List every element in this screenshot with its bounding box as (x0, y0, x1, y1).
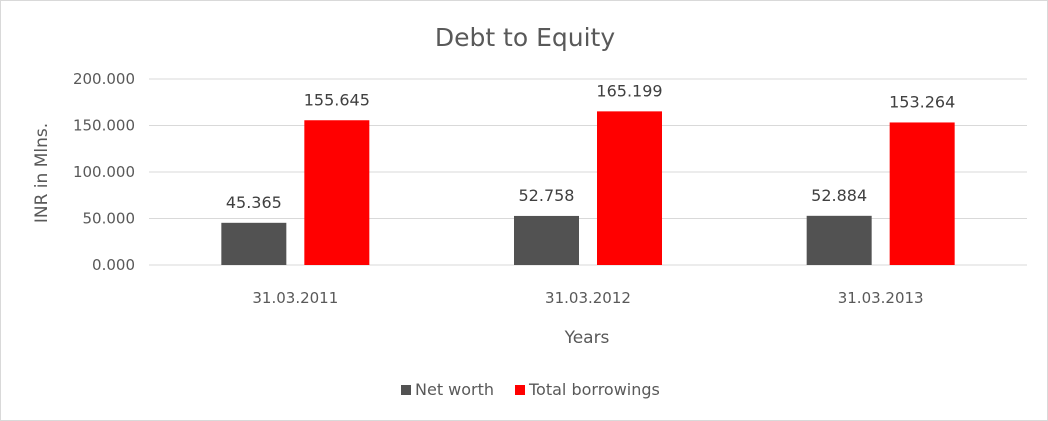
x-axis-title: Years (564, 328, 610, 348)
data-label: 45.365 (226, 193, 282, 212)
bar-total-borrowings (597, 111, 662, 265)
y-tick-label: 100.000 (73, 163, 135, 181)
y-tick-label: 150.000 (73, 117, 135, 135)
bar-net-worth (221, 222, 287, 265)
data-label: 52.758 (519, 186, 575, 205)
bars (221, 111, 955, 265)
bar-net-worth (514, 215, 579, 265)
x-axis-ticks: 31.03.2011 31.03.2012 31.03.2013 (252, 289, 923, 307)
data-labels: 45.365 155.645 52.758 165.199 52.884 153.264 (226, 81, 955, 211)
x-tick-label: 31.03.2013 (838, 289, 924, 307)
data-label: 153.264 (889, 92, 955, 111)
legend-swatch (515, 385, 525, 395)
y-tick-label: 200.000 (73, 70, 135, 88)
legend-label: Total borrowings (528, 380, 660, 399)
y-tick-label: 0.000 (92, 256, 135, 274)
legend: Net worth Total borrowings (401, 380, 660, 399)
y-axis-ticks: 0.000 50.000 100.000 150.000 200.000 (73, 70, 135, 274)
bar-net-worth (806, 215, 872, 265)
y-axis-title: INR in Mlns. (32, 123, 52, 223)
gridlines (149, 78, 1027, 266)
legend-swatch (401, 385, 411, 395)
legend-label: Net worth (415, 380, 494, 399)
bar-total-borrowings (889, 122, 955, 265)
data-label: 165.199 (596, 81, 662, 100)
chart-title: Debt to Equity (435, 23, 616, 52)
data-label: 155.645 (304, 90, 370, 109)
x-tick-label: 31.03.2011 (252, 289, 338, 307)
data-label: 52.884 (811, 186, 867, 205)
bar-total-borrowings (304, 120, 370, 265)
y-tick-label: 50.000 (83, 210, 136, 228)
x-tick-label: 31.03.2012 (545, 289, 631, 307)
